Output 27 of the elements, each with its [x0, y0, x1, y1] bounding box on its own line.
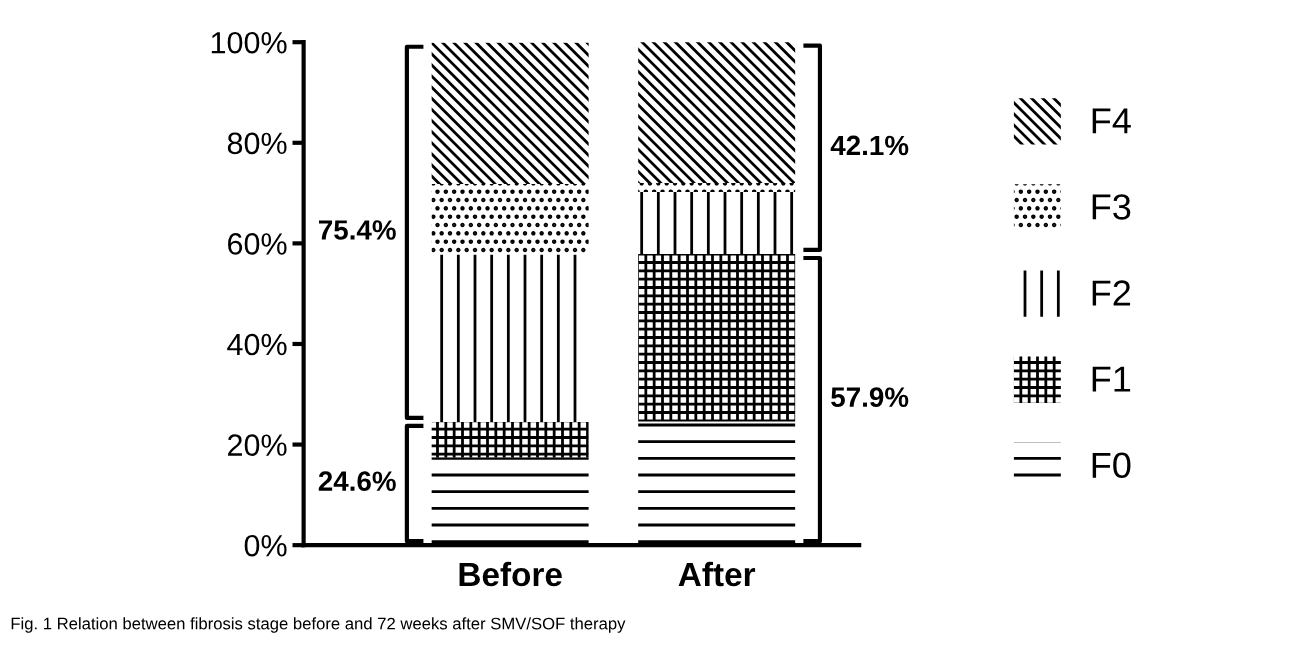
annotation: 75.4%: [318, 220, 396, 240]
x-tick-label: Before: [459, 561, 562, 587]
bar: [638, 421, 796, 546]
y-tick-label: 60%: [228, 233, 287, 255]
y-tick-label: 0%: [244, 534, 287, 557]
legend-label: F2: [1092, 280, 1131, 306]
annotation: 42.1%: [830, 135, 909, 156]
y-tick-label: 100%: [211, 31, 287, 54]
legend-label: F0: [1092, 452, 1131, 479]
legend-label: F3: [1092, 194, 1131, 220]
annotation: 24.6%: [318, 471, 396, 491]
x-tick-label: After: [678, 561, 756, 587]
caption: Fig. 1 Relation between fibrosis stage before and 72 weeks after SMV/SOF therapy: [11, 617, 626, 633]
y-tick-label: 80%: [227, 132, 287, 155]
bar: [431, 421, 589, 458]
bar: [638, 192, 796, 254]
bar: [638, 253, 796, 422]
legend-label: F1: [1092, 366, 1131, 392]
y-tick-label: 20%: [228, 434, 287, 456]
bar: [638, 183, 796, 193]
annotation: 57.9%: [831, 387, 909, 408]
y-tick-label: 40%: [227, 333, 287, 356]
legend-label: F4: [1092, 108, 1131, 134]
bar: [431, 42, 589, 185]
bar: [431, 184, 589, 255]
bar: [638, 42, 796, 184]
bar: [431, 457, 589, 546]
